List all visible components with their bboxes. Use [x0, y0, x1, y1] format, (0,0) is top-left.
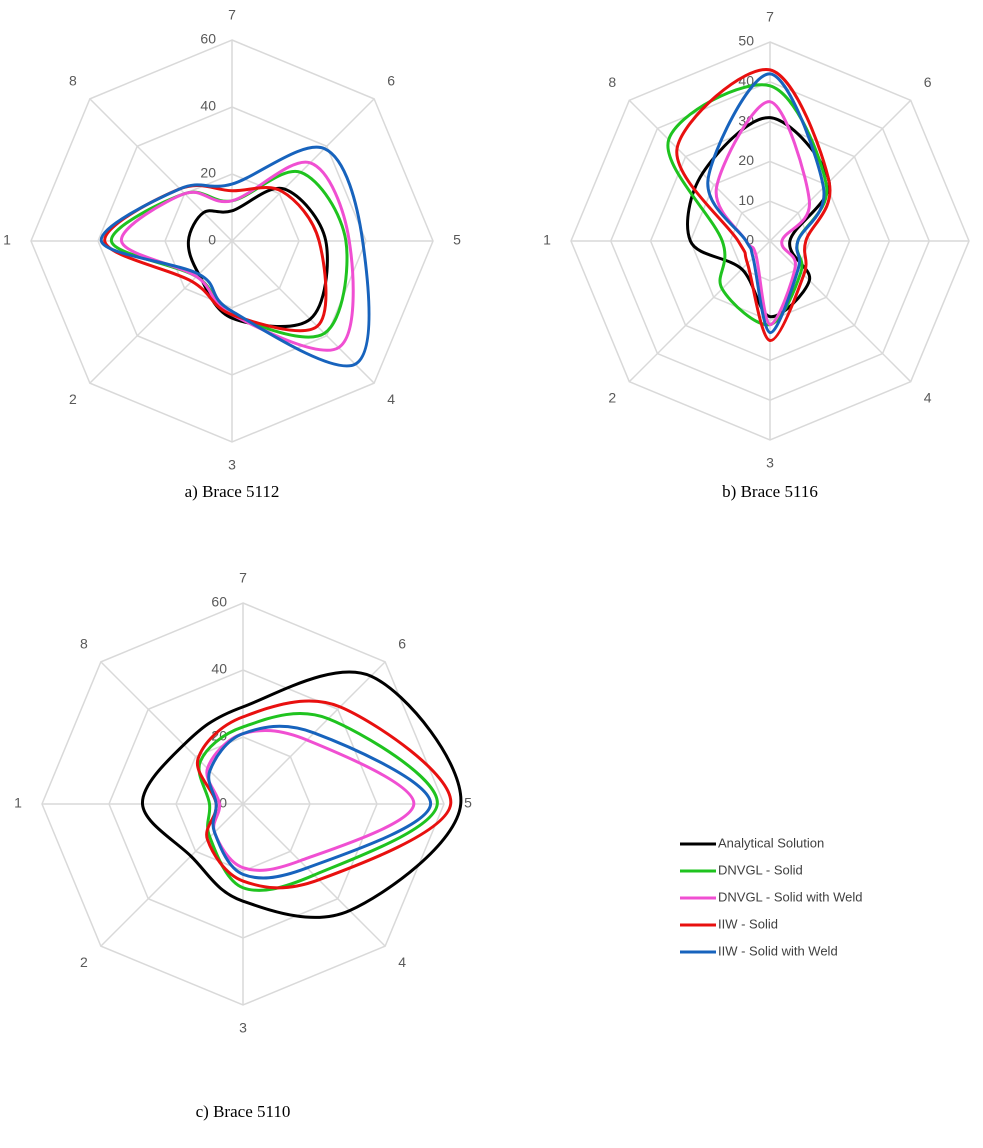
legend-label: IIW - Solid	[718, 916, 778, 931]
axis-spoke	[628, 99, 771, 242]
axis-spoke	[231, 98, 375, 242]
caption: c) Brace 5110	[196, 1102, 291, 1121]
category-label: 8	[69, 73, 77, 89]
series-line	[186, 186, 329, 328]
y-tick-label: 0	[208, 232, 216, 248]
axis-spoke	[89, 98, 233, 242]
category-label: 7	[239, 570, 247, 586]
series-line	[666, 83, 829, 327]
legend-label: DNVGL - Solid	[718, 862, 803, 877]
y-tick-label: 0	[219, 795, 227, 811]
y-tick-label: 40	[211, 661, 227, 677]
legend-label: IIW - Solid with Weld	[718, 943, 838, 958]
category-label: 2	[608, 389, 616, 405]
axis-spoke	[769, 99, 912, 242]
axis-spoke	[100, 661, 244, 805]
series-line	[706, 72, 826, 335]
series-line	[675, 68, 832, 342]
category-label: 5	[453, 232, 461, 248]
y-tick-label: 60	[200, 31, 216, 47]
category-label: 2	[69, 391, 77, 407]
category-label: 1	[543, 232, 551, 248]
series-line	[207, 724, 433, 880]
series-line	[195, 699, 453, 890]
category-label: 1	[14, 795, 22, 811]
axis-spoke	[769, 240, 912, 383]
legend-label: Analytical Solution	[718, 835, 824, 850]
y-tick-label: 10	[738, 192, 754, 208]
category-label: 7	[766, 9, 774, 25]
axis-spoke	[231, 240, 375, 384]
category-label: 7	[228, 7, 236, 23]
category-label: 4	[398, 954, 406, 970]
category-label: 5	[464, 795, 472, 811]
category-label: 4	[924, 389, 932, 405]
category-label: 8	[80, 636, 88, 652]
series-line	[119, 160, 355, 352]
axis-spoke	[89, 240, 233, 384]
y-tick-label: 60	[211, 594, 227, 610]
caption: a) Brace 5112	[185, 482, 280, 501]
category-label: 6	[387, 73, 395, 89]
y-tick-label: 40	[200, 98, 216, 114]
category-label: 2	[80, 954, 88, 970]
category-label: 4	[387, 391, 395, 407]
caption: b) Brace 5116	[722, 482, 818, 501]
series-line	[714, 100, 811, 327]
category-label: 6	[924, 74, 932, 90]
y-tick-label: 20	[738, 152, 754, 168]
category-label: 3	[239, 1020, 247, 1036]
category-label: 3	[228, 457, 236, 473]
category-label: 3	[766, 455, 774, 471]
legend-label: DNVGL - Solid with Weld	[718, 889, 863, 904]
series-line	[205, 729, 416, 872]
y-tick-label: 20	[200, 165, 216, 181]
y-tick-label: 50	[738, 33, 754, 49]
y-tick-label: 0	[746, 232, 754, 248]
category-label: 8	[608, 74, 616, 90]
y-tick-label: 20	[211, 728, 227, 744]
series-line	[99, 145, 371, 368]
category-label: 6	[398, 636, 406, 652]
axis-spoke	[100, 803, 244, 947]
series-line	[140, 670, 463, 919]
category-label: 1	[3, 232, 11, 248]
